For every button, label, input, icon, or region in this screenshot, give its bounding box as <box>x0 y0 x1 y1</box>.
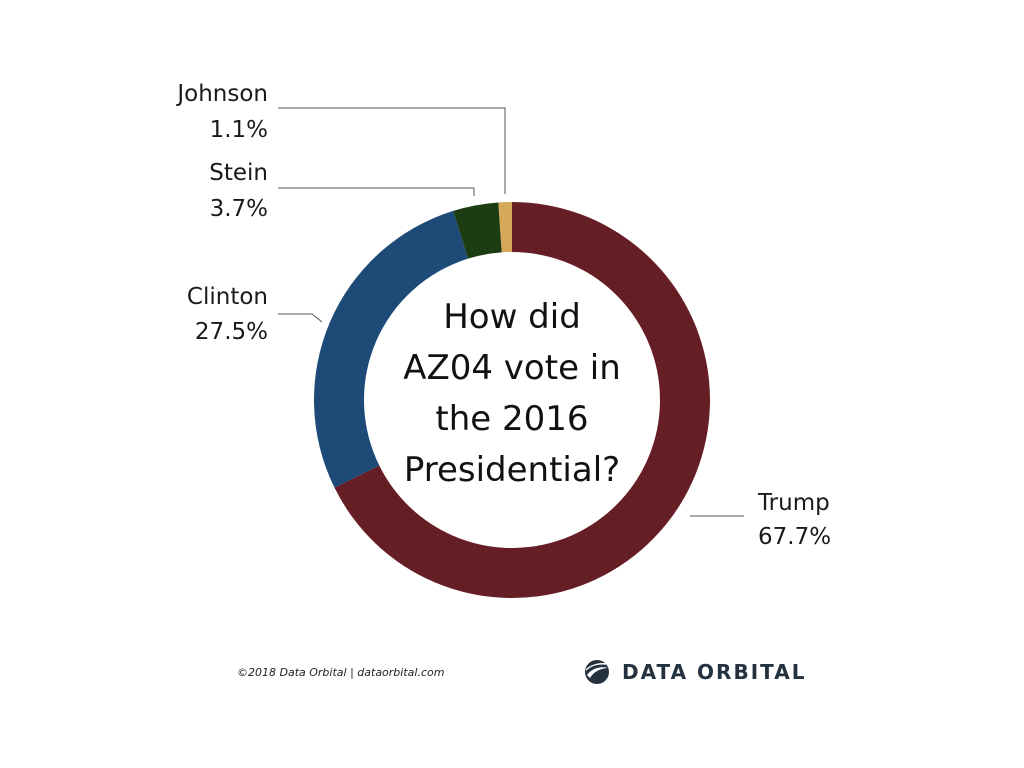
globe-orbit-icon <box>585 660 609 684</box>
slice-label-value: 67.7% <box>758 524 831 550</box>
slice-stein <box>453 202 502 259</box>
leader-line-johnson <box>278 107 506 194</box>
chart-title-line: Presidential? <box>403 450 621 490</box>
leader-line-stein <box>278 187 475 196</box>
slice-johnson <box>498 202 512 253</box>
leader-lines-layer <box>278 107 744 517</box>
slice-label-name: Trump <box>757 490 830 516</box>
brand-name: DATA ORBITAL <box>622 660 807 684</box>
slice-labels-layer: Trump 67.7% Clinton 27.5% Stein 3.7% Johnson 1.… <box>175 81 831 550</box>
slices-layer <box>314 202 710 599</box>
slice-label-value: 3.7% <box>210 196 268 222</box>
leader-line-clinton <box>278 313 323 323</box>
slice-label-name: Johnson <box>175 81 268 107</box>
slice-label-value: 27.5% <box>195 319 268 345</box>
slice-label-name: Clinton <box>187 284 268 310</box>
slice-label-value: 1.1% <box>210 117 268 143</box>
chart-title: How did AZ04 vote in the 2016 Presidential? <box>392 292 632 496</box>
footer-credit: ©2018 Data Orbital | dataorbital.com <box>237 666 445 679</box>
chart-title-line: AZ04 vote in <box>403 348 621 388</box>
brand: DATA ORBITAL <box>584 656 806 688</box>
chart-title-line: the 2016 <box>435 399 589 439</box>
chart-title-line: How did <box>443 297 581 337</box>
slice-clinton <box>314 210 469 488</box>
slice-label-name: Stein <box>209 160 268 186</box>
